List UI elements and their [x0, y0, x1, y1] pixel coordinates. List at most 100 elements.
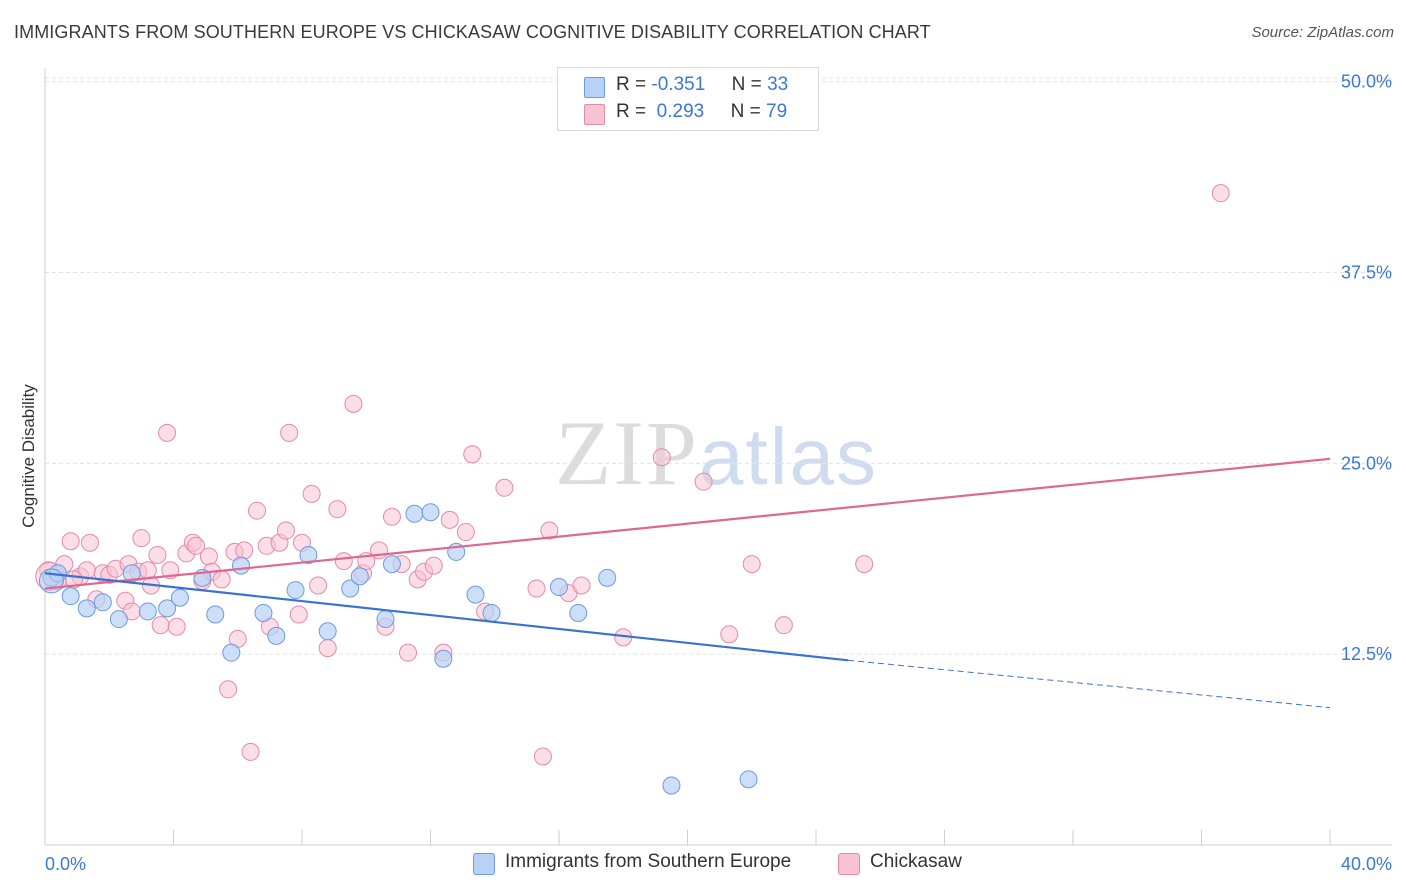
chickasaw-point: [540, 521, 559, 540]
chickasaw-point: [463, 445, 482, 464]
chickasaw-points: [35, 184, 1230, 766]
chickasaw-point: [533, 747, 552, 766]
chickasaw-point: [235, 541, 254, 560]
immigrants-point: [61, 587, 80, 606]
chickasaw-point: [456, 523, 475, 542]
immigrants-trend-extension: [848, 659, 1331, 709]
legend-swatch-blue: [473, 853, 495, 875]
chart-title: IMMIGRANTS FROM SOUTHERN EUROPE VS CHICK…: [14, 22, 931, 42]
immigrants-point: [77, 599, 96, 618]
legend-r-value: 0.293: [656, 101, 705, 122]
legend-label-chickasaw: Chickasaw: [870, 851, 962, 872]
chickasaw-point: [280, 423, 299, 442]
legend-swatch-pink: [838, 853, 860, 875]
chickasaw-point: [151, 616, 170, 635]
chickasaw-point: [774, 616, 793, 635]
chickasaw-point: [248, 501, 267, 520]
immigrants-point: [267, 626, 286, 645]
x-tick-label: 40.0%: [1341, 854, 1392, 874]
chart-source: Source: ZipAtlas.com: [1251, 24, 1394, 41]
trend-lines: [44, 457, 1331, 709]
chickasaw-point: [652, 448, 671, 467]
legend-n-value: 79: [766, 101, 788, 122]
legend-r-label: R =: [616, 101, 647, 122]
chickasaw-point: [302, 484, 321, 503]
chickasaw-point: [694, 472, 713, 491]
immigrants-point: [206, 605, 225, 624]
chickasaw-point: [1211, 184, 1230, 203]
chickasaw-point: [399, 643, 418, 662]
immigrants-point: [222, 643, 241, 662]
y-tick-label: 37.5%: [1341, 263, 1392, 283]
immigrants-point: [93, 593, 112, 612]
immigrants-point: [158, 599, 177, 618]
immigrants-point: [170, 588, 189, 607]
chickasaw-point: [148, 545, 167, 564]
watermark: ZIPatlas: [555, 400, 878, 506]
chickasaw-point: [382, 507, 401, 526]
immigrants-point: [598, 568, 617, 587]
legend-n-label: N =: [731, 74, 762, 95]
chickasaw-point: [344, 394, 363, 413]
immigrants-point: [138, 602, 157, 621]
immigrants-trend-line: [44, 572, 849, 662]
y-tick-label: 12.5%: [1341, 644, 1392, 664]
chickasaw-trend-line: [44, 457, 1331, 590]
immigrants-point: [434, 649, 453, 668]
immigrants-point: [569, 603, 588, 622]
x-tick-label: 0.0%: [45, 854, 86, 874]
chickasaw-point: [241, 742, 260, 761]
immigrants-point: [405, 504, 424, 523]
legend-swatch-pink: [584, 104, 605, 125]
chickasaw-point: [742, 555, 761, 574]
immigrants-point: [231, 556, 250, 575]
chickasaw-point: [440, 510, 459, 529]
chickasaw-point: [199, 547, 218, 566]
chickasaw-point: [276, 521, 295, 540]
chickasaw-point: [138, 561, 157, 580]
chickasaw-point: [318, 639, 337, 658]
legend-n-value: 33: [767, 74, 789, 95]
immigrants-point: [299, 545, 318, 564]
chickasaw-point: [289, 605, 308, 624]
chickasaw-point: [855, 555, 874, 574]
watermark-atlas: atlas: [699, 412, 878, 501]
axes: [44, 68, 1392, 846]
legend-n-label: N =: [730, 101, 761, 122]
chickasaw-point: [527, 579, 546, 598]
immigrants-point: [254, 603, 273, 622]
y-tick-label: 50.0%: [1341, 72, 1392, 92]
y-tick-label: 25.0%: [1341, 453, 1392, 473]
immigrants-point: [38, 568, 64, 594]
chickasaw-point: [572, 576, 591, 595]
legend-label-immigrants: Immigrants from Southern Europe: [505, 851, 792, 872]
chickasaw-point: [328, 500, 347, 519]
chickasaw-point: [219, 680, 238, 699]
chickasaw-point: [495, 478, 514, 497]
legend-r-value: -0.351: [651, 74, 706, 95]
y-axis-title: Cognitive Disability: [19, 384, 38, 528]
immigrants-point: [421, 503, 440, 522]
immigrants-point: [482, 603, 501, 622]
legend-swatch-blue: [584, 77, 605, 98]
chickasaw-point: [186, 536, 205, 555]
immigrants-point: [550, 578, 568, 597]
immigrants-point: [318, 622, 337, 641]
immigrants-point: [466, 585, 485, 604]
immigrants-point: [662, 776, 681, 795]
immigrants-point: [382, 555, 401, 574]
chickasaw-point: [212, 570, 231, 589]
chickasaw-point: [720, 625, 739, 644]
immigrants-point: [376, 610, 395, 629]
immigrants-point: [350, 567, 369, 586]
chickasaw-point: [158, 423, 177, 442]
chickasaw-point: [334, 552, 353, 571]
chickasaw-point: [309, 576, 328, 595]
chickasaw-point: [132, 529, 151, 548]
chickasaw-point: [80, 533, 99, 552]
correlation-legend: R = -0.351 N = 33 R = 0.293 N = 79: [557, 67, 819, 131]
immigrants-point: [109, 610, 128, 629]
legend-r-label: R =: [616, 74, 647, 95]
immigrants-point: [739, 770, 758, 789]
